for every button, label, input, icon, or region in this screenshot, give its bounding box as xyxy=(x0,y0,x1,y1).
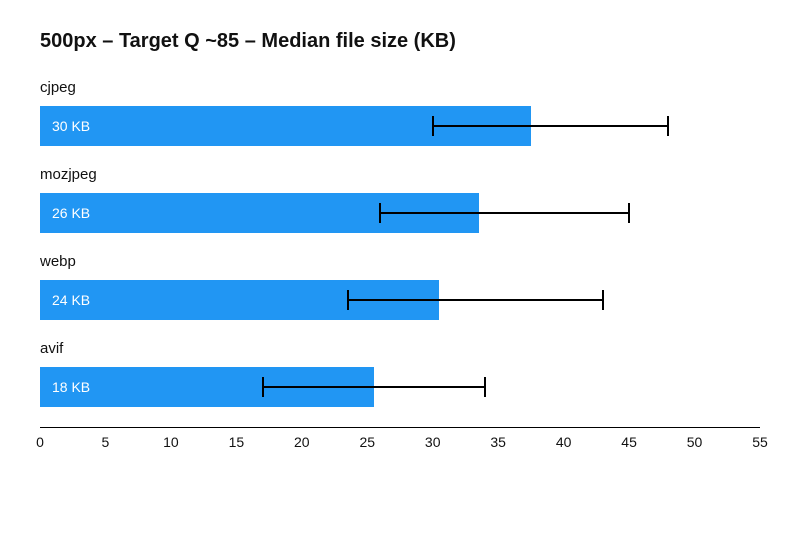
error-cap-left xyxy=(347,290,349,310)
error-line xyxy=(380,212,629,214)
error-cap-right xyxy=(628,203,630,223)
bar-track: 18 KB xyxy=(40,367,760,407)
category-label: mozjpeg xyxy=(40,166,760,183)
error-cap-right xyxy=(602,290,604,310)
bar-track: 26 KB xyxy=(40,193,760,233)
bar-track: 30 KB xyxy=(40,106,760,146)
bar-row: cjpeg 30 KB xyxy=(40,79,760,146)
category-label: avif xyxy=(40,340,760,357)
error-line xyxy=(348,299,603,301)
error-cap-left xyxy=(379,203,381,223)
bar-track: 24 KB xyxy=(40,280,760,320)
bar-row: mozjpeg 26 KB xyxy=(40,166,760,233)
x-tick: 5 xyxy=(102,434,110,450)
error-cap-left xyxy=(432,116,434,136)
error-cap-right xyxy=(667,116,669,136)
x-tick: 10 xyxy=(163,434,179,450)
x-tick: 50 xyxy=(687,434,703,450)
x-tick: 55 xyxy=(752,434,768,450)
x-tick: 25 xyxy=(359,434,375,450)
bar-value-label: 18 KB xyxy=(40,379,90,395)
x-tick: 35 xyxy=(490,434,506,450)
x-tick: 20 xyxy=(294,434,310,450)
x-tick: 45 xyxy=(621,434,637,450)
x-axis: 0510152025303540455055 xyxy=(40,427,760,457)
bar-row: webp 24 KB xyxy=(40,253,760,320)
error-line xyxy=(433,125,669,127)
x-tick: 0 xyxy=(36,434,44,450)
bar-row: avif 18 KB xyxy=(40,340,760,407)
x-tick: 15 xyxy=(229,434,245,450)
x-tick: 40 xyxy=(556,434,572,450)
plot-area: cjpeg 30 KB mozjpeg 26 KB webp 24 KB avif 18 KB xyxy=(40,79,760,407)
bar-value-label: 24 KB xyxy=(40,292,90,308)
error-cap-left xyxy=(262,377,264,397)
bar-value-label: 30 KB xyxy=(40,118,90,134)
bar-value-label: 26 KB xyxy=(40,205,90,221)
category-label: cjpeg xyxy=(40,79,760,96)
error-line xyxy=(263,386,486,388)
chart-container: 500px – Target Q ~85 – Median file size … xyxy=(0,0,800,543)
error-cap-right xyxy=(484,377,486,397)
chart-title: 500px – Target Q ~85 – Median file size … xyxy=(40,30,760,53)
category-label: webp xyxy=(40,253,760,270)
x-tick: 30 xyxy=(425,434,441,450)
